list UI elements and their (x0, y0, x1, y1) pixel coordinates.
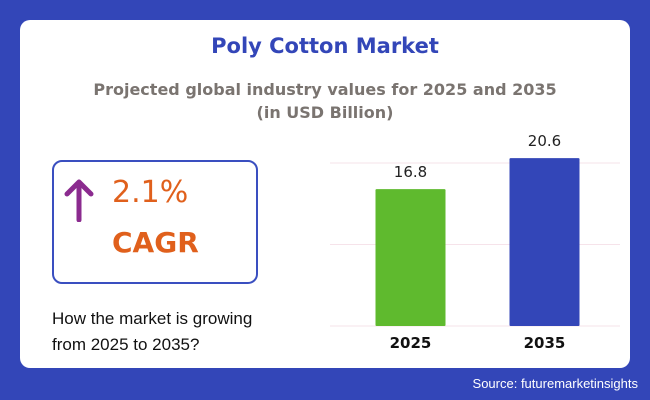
x-tick-label: 2025 (390, 334, 432, 352)
subtitle: Projected global industry values for 202… (0, 78, 650, 124)
cagr-label: CAGR (112, 226, 199, 259)
growth-question: How the market is growing from 2025 to 2… (52, 306, 252, 358)
cagr-box (52, 160, 258, 284)
bar-value-label: 20.6 (528, 132, 561, 150)
page-title: Poly Cotton Market (211, 34, 439, 58)
bar-2035 (509, 158, 580, 326)
subtitle-line-1: Projected global industry values for 202… (93, 80, 557, 99)
arrow-up-icon (64, 179, 94, 222)
subtitle-line-2: (in USD Billion) (256, 103, 394, 122)
source-text: Source: futuremarketinsights (472, 376, 638, 391)
x-tick-label: 2035 (524, 334, 566, 352)
bar-2025 (375, 189, 446, 326)
bar-value-label: 16.8 (394, 163, 427, 181)
cagr-value: 2.1% (112, 175, 189, 210)
question-line-1: How the market is growing (52, 309, 253, 328)
question-line-2: from 2025 to 2035? (52, 335, 200, 354)
